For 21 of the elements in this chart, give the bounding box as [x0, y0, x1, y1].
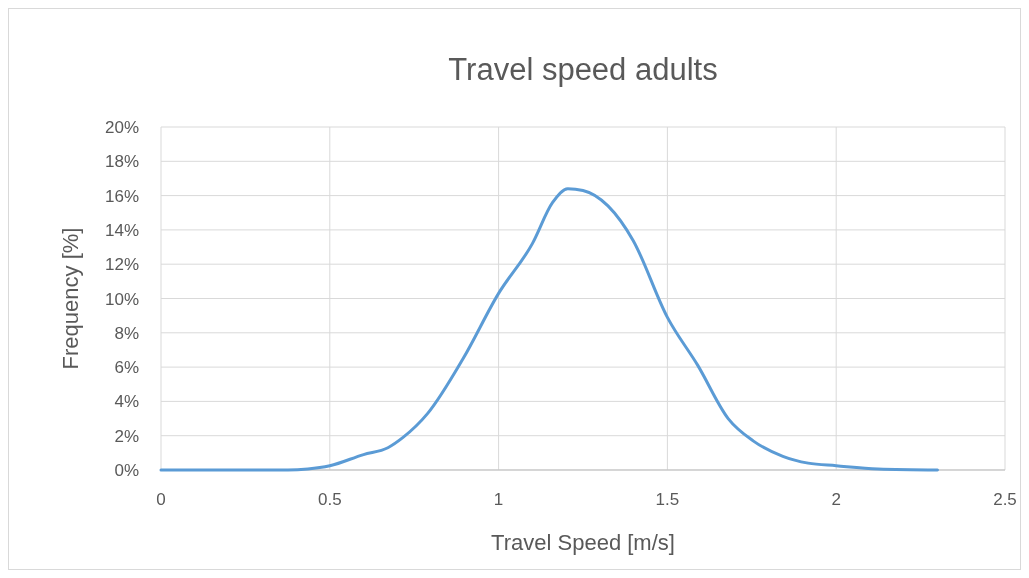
y-tick-label: 10%	[104, 289, 139, 309]
y-tick-label: 6%	[114, 358, 139, 378]
x-tick-label: 2.5	[993, 490, 1017, 509]
y-tick-label: 8%	[114, 323, 139, 343]
y-tick-label: 12%	[104, 255, 139, 275]
y-tick-label: 16%	[104, 186, 139, 206]
x-tick-label: 0	[156, 490, 166, 509]
y-tick-label: 0%	[114, 461, 139, 480]
chart-title: Travel speed adults	[448, 52, 718, 87]
x-tick-label: 1.5	[655, 490, 680, 509]
x-tick-label: 2	[831, 490, 841, 509]
y-tick-label: 18%	[104, 152, 139, 172]
x-tick-label: 0.5	[317, 490, 342, 509]
line-series	[159, 187, 939, 472]
y-tick-label: 4%	[114, 392, 139, 412]
x-tick-label: 1	[493, 490, 504, 509]
y-tick-label: 20%	[104, 118, 139, 137]
y-tick-label: 2%	[114, 426, 139, 446]
y-axis-title: Frequency [%]	[58, 227, 83, 370]
x-axis-title: Travel Speed [m/s]	[491, 530, 675, 555]
y-tick-label: 14%	[104, 220, 139, 240]
